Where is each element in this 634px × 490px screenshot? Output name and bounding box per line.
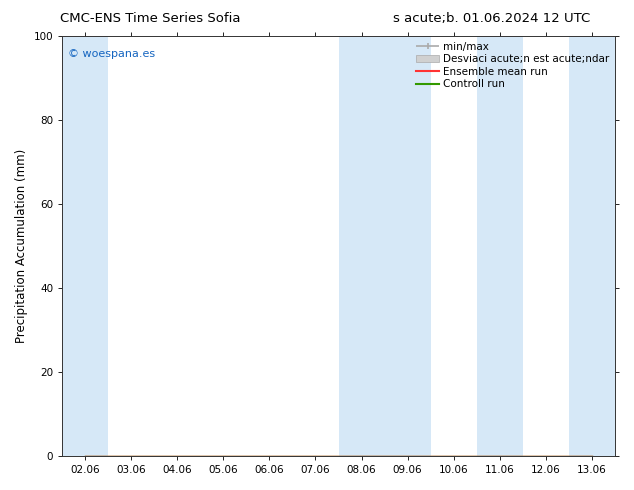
Y-axis label: Precipitation Accumulation (mm): Precipitation Accumulation (mm) — [15, 149, 28, 343]
Bar — [477, 36, 522, 456]
Text: © woespana.es: © woespana.es — [68, 49, 155, 59]
Text: CMC-ENS Time Series Sofia: CMC-ENS Time Series Sofia — [60, 12, 241, 25]
Bar — [62, 36, 108, 456]
Bar — [339, 36, 430, 456]
Bar — [569, 36, 615, 456]
Text: s acute;b. 01.06.2024 12 UTC: s acute;b. 01.06.2024 12 UTC — [393, 12, 590, 25]
Legend: min/max, Desviaci acute;n est acute;ndar, Ensemble mean run, Controll run: min/max, Desviaci acute;n est acute;ndar… — [414, 39, 612, 92]
